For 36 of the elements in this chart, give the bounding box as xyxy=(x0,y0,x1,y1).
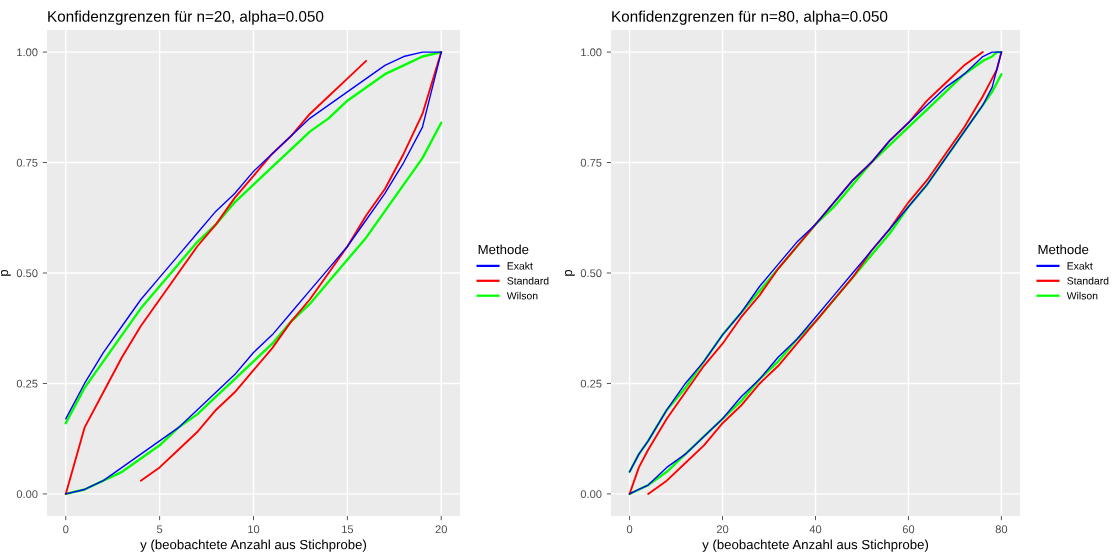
x-tick-label: 40 xyxy=(809,525,822,534)
chart-title: Konfidenzgrenzen für n=80, alpha=0.050 xyxy=(612,10,888,25)
legend-label: Wilson xyxy=(1066,291,1098,300)
x-tick-label: 20 xyxy=(716,525,729,534)
legend-label: Wilson xyxy=(506,291,538,300)
y-axis-title: p xyxy=(0,269,11,276)
y-tick-label: 0.75 xyxy=(16,158,38,167)
line-series xyxy=(64,59,368,495)
y-axis-title: p xyxy=(564,269,575,276)
y-tick-label: 0.25 xyxy=(16,379,38,388)
x-tick-label: 20 xyxy=(435,525,447,534)
legend-label: Standard xyxy=(507,276,549,285)
y-tick-label: 0.00 xyxy=(580,490,602,499)
legend-label: Exakt xyxy=(507,261,533,270)
legend-title: Methode xyxy=(1038,244,1089,255)
x-axis-title: y (beobachtete Anzahl aus Stichprobe) xyxy=(702,539,929,552)
legend-label: Standard xyxy=(1067,276,1109,285)
y-tick-label: 0.75 xyxy=(580,158,602,167)
x-tick-label: 80 xyxy=(995,525,1008,534)
legend-label: Exakt xyxy=(1067,261,1093,270)
x-tick-label: 5 xyxy=(156,525,163,534)
y-tick-label: 0.00 xyxy=(16,490,38,499)
x-tick-label: 10 xyxy=(248,525,260,534)
line-series xyxy=(64,121,443,496)
y-tick-label: 0.50 xyxy=(16,269,38,278)
x-tick-label: 15 xyxy=(342,525,354,534)
x-axis-title: y (beobachtete Anzahl aus Stichprobe) xyxy=(140,539,367,552)
y-tick-label: 1.00 xyxy=(17,48,38,57)
x-tick-label: 0 xyxy=(626,525,633,534)
x-tick-label: 0 xyxy=(63,525,69,534)
y-tick-label: 0.50 xyxy=(580,269,602,278)
x-tick-label: 60 xyxy=(902,525,915,534)
y-tick-label: 1.00 xyxy=(581,48,602,57)
chart-title: Konfidenzgrenzen für n=20, alpha=0.050 xyxy=(48,10,324,25)
y-tick-label: 0.25 xyxy=(580,379,602,388)
legend-title: Methode xyxy=(478,244,529,255)
